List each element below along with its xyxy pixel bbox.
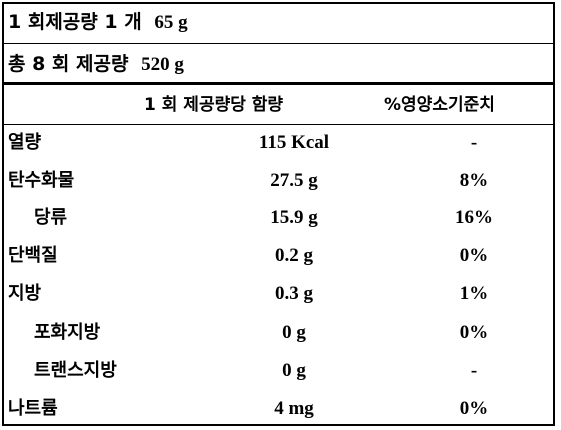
nutrient-percent: 1% xyxy=(459,283,489,304)
nutrient-percent: 0% xyxy=(459,245,489,266)
nutrient-percent: - xyxy=(470,132,478,153)
nutrient-row-saturated-fat: 포화지방 0 g 0% xyxy=(4,315,553,351)
nutrient-row-sodium: 나트륨 4 mg 0% xyxy=(4,391,553,427)
nutrient-amount: 4 mg xyxy=(274,398,314,419)
nutrient-amount: 0.3 g xyxy=(275,283,313,304)
nutrient-amount: 15.9 g xyxy=(270,207,318,228)
daily-value-header: %영양소기준치 xyxy=(384,95,495,115)
thick-divider xyxy=(4,82,553,85)
nutrient-percent: 16% xyxy=(455,207,493,228)
nutrient-row-protein: 단백질 0.2 g 0% xyxy=(4,238,553,274)
nutrition-facts-label: 1 회제공량 1 개 65 g 총 8 회 제공량 520 g 1 회 제공량당… xyxy=(2,2,555,426)
nutrient-percent: 0% xyxy=(459,322,489,343)
nutrient-amount: 0.2 g xyxy=(275,245,313,266)
nutrient-row-carbohydrate: 탄수화물 27.5 g 8% xyxy=(4,163,553,199)
nutrient-name: 지방 xyxy=(8,283,42,304)
nutrient-name: 단백질 xyxy=(8,245,58,266)
nutrient-name: 트랜스지방 xyxy=(34,360,117,381)
nutrient-percent: 0% xyxy=(459,398,489,419)
nutrient-row-sugars: 당류 15.9 g 16% xyxy=(4,200,553,236)
divider-line xyxy=(4,43,553,44)
nutrient-row-fat: 지방 0.3 g 1% xyxy=(4,276,553,312)
nutrient-row-calories: 열량 115 Kcal - xyxy=(4,125,553,161)
total-servings-value: 520 g xyxy=(141,54,184,75)
nutrient-amount: 0 g xyxy=(282,322,306,343)
nutrient-amount: 0 g xyxy=(282,360,306,381)
total-servings-text: 총 8 회 제공량 xyxy=(8,53,129,75)
nutrient-name: 나트륨 xyxy=(8,398,58,419)
serving-size-line: 1 회제공량 1 개 65 g xyxy=(8,6,188,38)
serving-size-value: 65 g xyxy=(154,12,188,33)
nutrient-name: 탄수화물 xyxy=(8,170,75,191)
nutrient-name: 포화지방 xyxy=(34,322,101,343)
header-divider xyxy=(4,124,553,125)
nutrient-row-trans-fat: 트랜스지방 0 g - xyxy=(4,353,553,389)
nutrient-name: 열량 xyxy=(8,132,42,153)
total-servings-line: 총 8 회 제공량 520 g xyxy=(8,48,184,80)
amount-per-serving-header: 1 회 제공량당 함량 xyxy=(144,95,284,115)
nutrient-name: 당류 xyxy=(34,207,68,228)
serving-size-text: 1 회제공량 1 개 xyxy=(8,11,142,33)
nutrient-percent: - xyxy=(470,360,478,381)
nutrient-amount: 115 Kcal xyxy=(258,132,330,153)
nutrient-amount: 27.5 g xyxy=(270,170,318,191)
nutrient-percent: 8% xyxy=(459,170,489,191)
